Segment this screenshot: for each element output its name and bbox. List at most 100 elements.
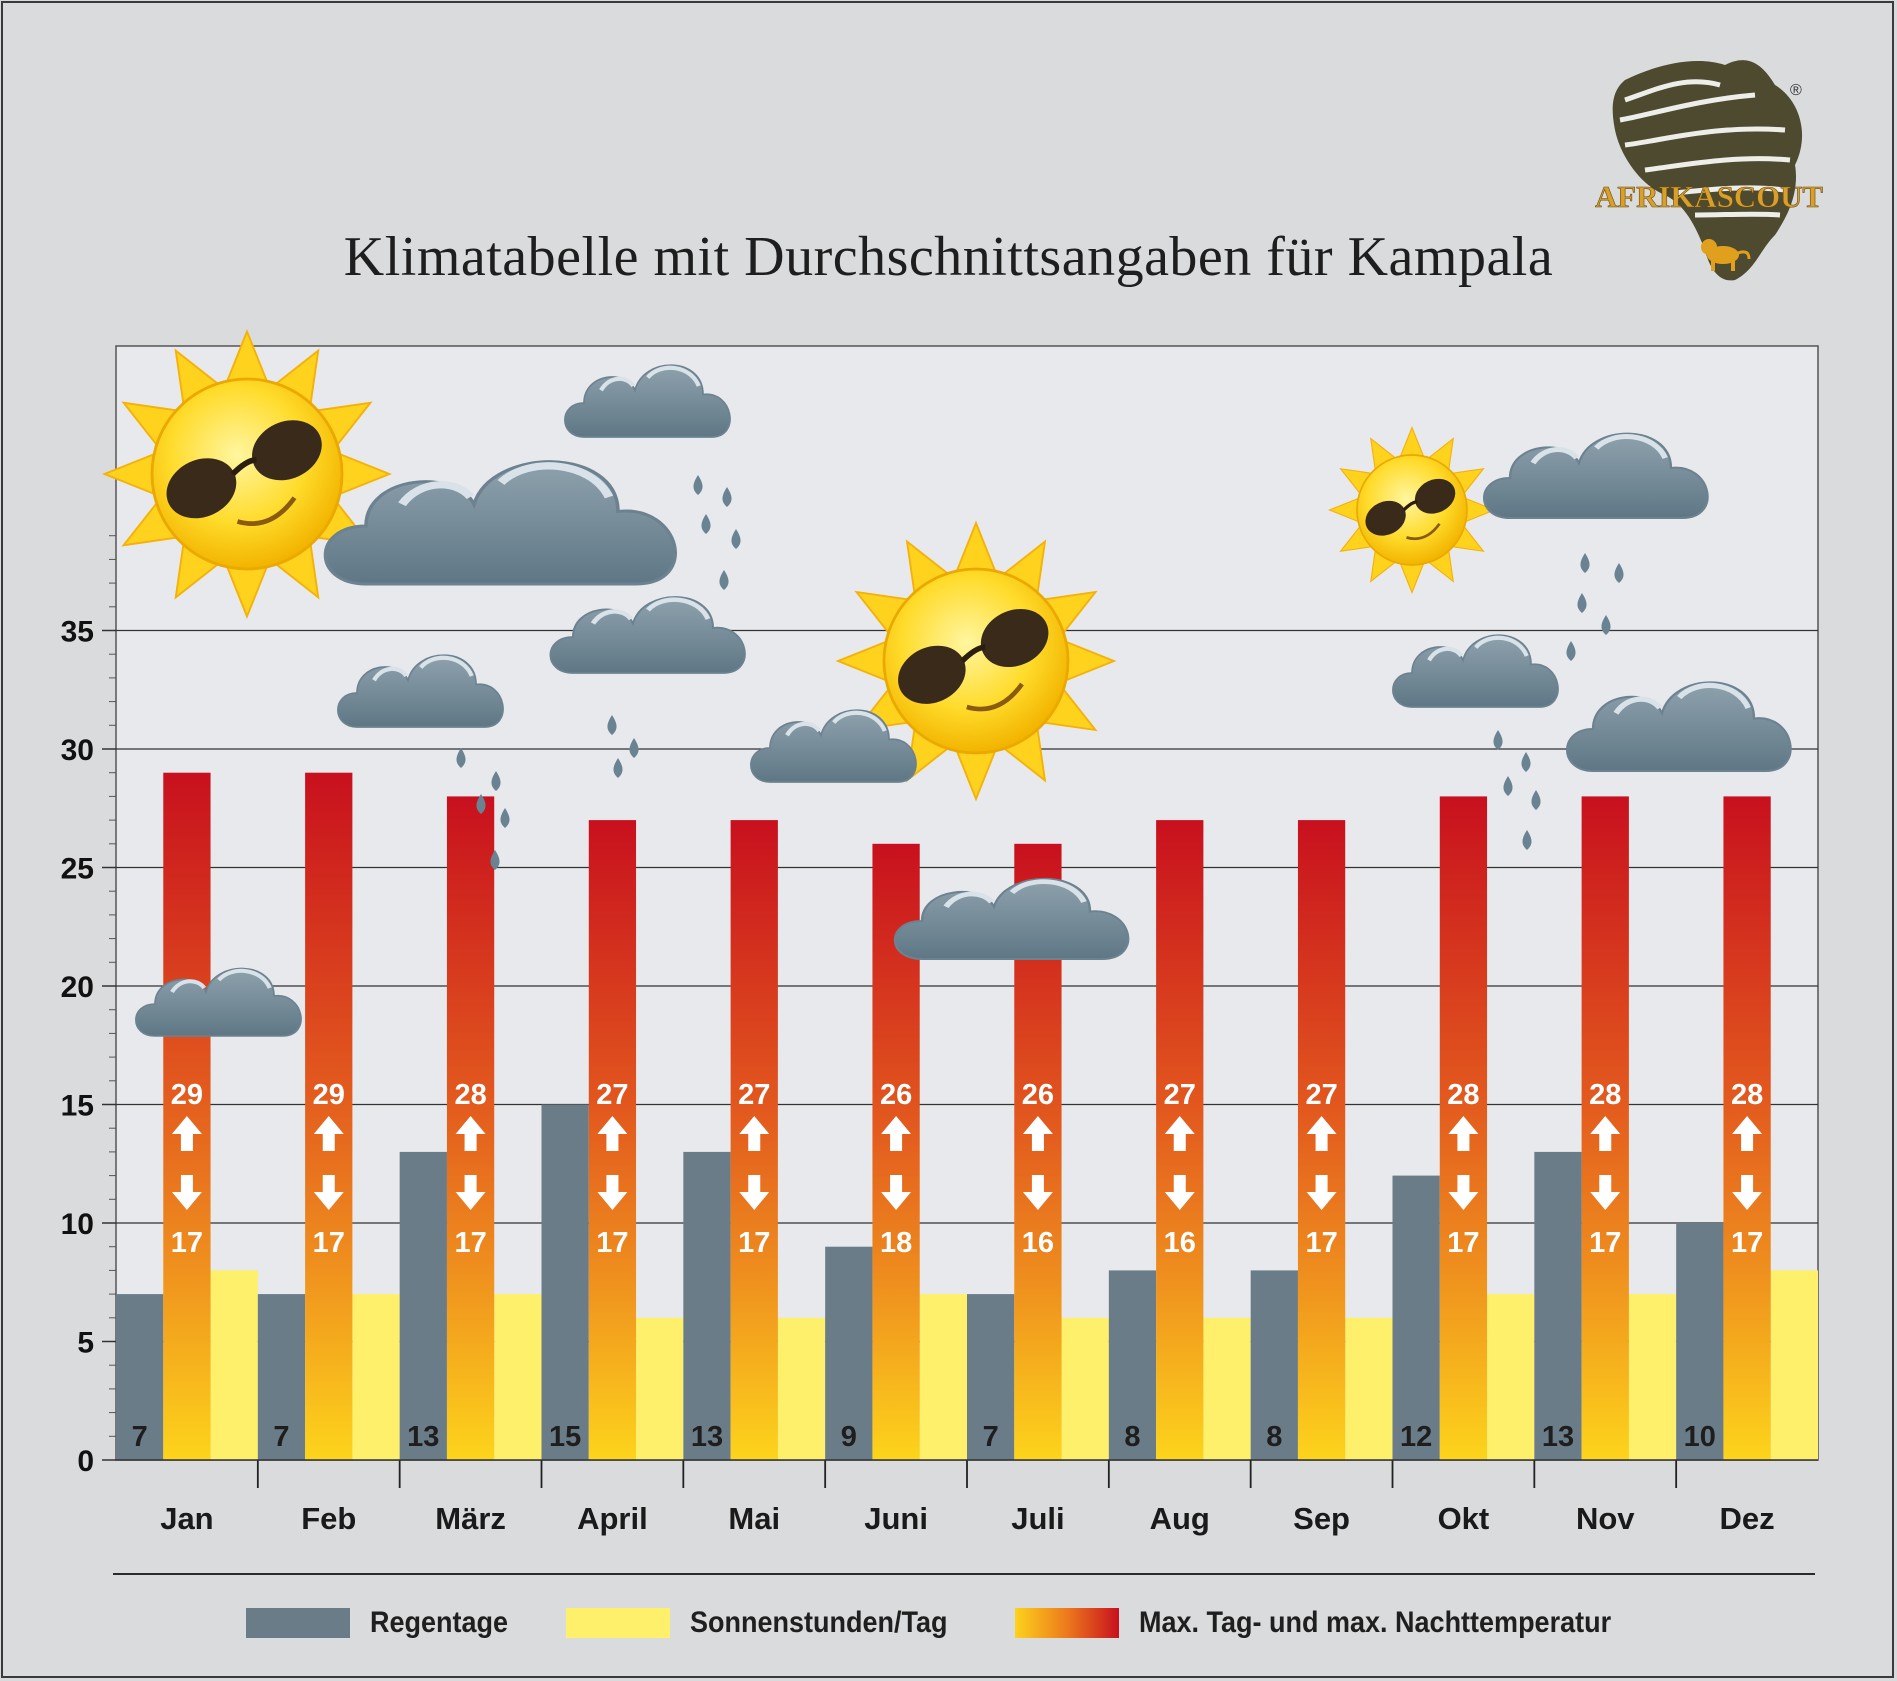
y-axis-minor-ticks [102, 535, 116, 1461]
sun-bar [494, 1294, 542, 1460]
rain-bar [967, 1294, 1015, 1460]
max-temp-label: 26 [880, 1079, 912, 1111]
max-temp-label: 27 [596, 1079, 628, 1111]
lion-icon [1701, 239, 1751, 271]
x-tick-label: Mai [728, 1501, 780, 1536]
rain-bar [1676, 1223, 1724, 1460]
rain-bar [541, 1104, 589, 1460]
sun-bar [1203, 1317, 1251, 1460]
y-tick-label: 20 [61, 971, 94, 1004]
rain-value-label: 7 [273, 1421, 289, 1453]
night-temp-label: 17 [596, 1227, 628, 1259]
x-tick-label: Feb [301, 1501, 356, 1536]
night-temp-label: 17 [1731, 1227, 1763, 1259]
y-tick-label: 35 [61, 616, 94, 649]
y-tick-label: 30 [61, 734, 94, 767]
rain-value-label: 13 [691, 1421, 723, 1453]
night-temp-label: 17 [738, 1227, 770, 1259]
rain-value-label: 7 [983, 1421, 999, 1453]
y-tick-label: 5 [77, 1327, 94, 1360]
night-temp-label: 17 [1305, 1227, 1337, 1259]
legend-swatch-sun [566, 1608, 670, 1638]
rain-bar [683, 1151, 731, 1460]
night-temp-label: 17 [313, 1227, 345, 1259]
max-temp-label: 29 [171, 1079, 203, 1111]
night-temp-label: 16 [1164, 1227, 1196, 1259]
sun-bar [1061, 1317, 1109, 1460]
rain-value-label: 10 [1684, 1421, 1716, 1453]
rain-bar [399, 1151, 447, 1460]
sun-bar [919, 1294, 967, 1460]
max-temp-label: 28 [454, 1079, 486, 1111]
x-tick-label: Juli [1011, 1501, 1064, 1536]
x-axis: Jan Feb März April Mai Juni Juli Aug Sep Okt Nov De… [116, 1459, 1818, 1536]
sun-bar [1345, 1317, 1393, 1460]
sun-bar [210, 1270, 258, 1460]
legend-label: Sonnenstunden/Tag [690, 1606, 948, 1639]
chart-title: Klimatabelle mit Durchschnittsangaben fü… [343, 226, 1554, 288]
max-temp-label: 28 [1589, 1079, 1621, 1111]
max-temp-label: 27 [1164, 1079, 1196, 1111]
sun-bar [636, 1317, 684, 1460]
legend-label: Regentage [370, 1606, 509, 1639]
rain-value-label: 8 [1124, 1421, 1140, 1453]
x-tick-label: Aug [1150, 1501, 1210, 1536]
legend-item-rain: Regentage [246, 1605, 523, 1641]
x-tick-label: Okt [1438, 1501, 1490, 1536]
y-tick-label: 15 [61, 1090, 94, 1123]
rain-value-label: 15 [549, 1421, 581, 1453]
sun-bar [352, 1294, 400, 1460]
y-tick-label: 25 [61, 853, 94, 886]
x-tick-label: Sep [1293, 1501, 1350, 1536]
rain-bar [1534, 1151, 1582, 1460]
sun-bar [1487, 1294, 1535, 1460]
legend-item-temp: Max. Tag- und max. Nachttemperatur [1015, 1605, 1664, 1641]
x-tick-label: März [435, 1501, 506, 1536]
night-temp-label: 17 [1447, 1227, 1479, 1259]
x-tick-label: Jan [160, 1501, 213, 1536]
afrikascout-logo: AFRIKASCOUT ® [1595, 60, 1824, 281]
max-temp-label: 26 [1022, 1079, 1054, 1111]
legend-item-sun: Sonnenstunden/Tag [566, 1605, 976, 1641]
rain-value-label: 7 [132, 1421, 148, 1453]
sun-bar [777, 1317, 826, 1460]
rain-bar [116, 1294, 164, 1460]
rain-value-label: 9 [841, 1421, 857, 1453]
rain-value-label: 8 [1266, 1421, 1282, 1453]
x-tick-label: Dez [1720, 1501, 1775, 1536]
legend-label: Max. Tag- und max. Nachttemperatur [1139, 1606, 1612, 1639]
night-temp-label: 17 [171, 1227, 203, 1259]
legend-divider [113, 1573, 1815, 1575]
rain-value-label: 12 [1400, 1421, 1432, 1453]
max-temp-label: 28 [1447, 1079, 1479, 1111]
max-temp-label: 27 [1305, 1079, 1337, 1111]
y-axis-tick-labels: 0 5 10 15 20 25 30 35 [61, 616, 94, 1479]
sun-bar [1770, 1270, 1818, 1460]
rain-value-label: 13 [407, 1421, 439, 1453]
legend-swatch-temp [1015, 1608, 1119, 1638]
rain-bar [1250, 1270, 1298, 1460]
sun-bar [1628, 1294, 1677, 1460]
bars: 7 29 17 7 29 17 13 28 17 15 27 17 13 27 17 9 26 18 7 26 16 8 2… [116, 772, 1818, 1460]
y-tick-label: 10 [61, 1208, 94, 1241]
rain-bar [1392, 1175, 1440, 1460]
y-tick-label: 0 [77, 1445, 94, 1478]
legend-swatch-rain [246, 1608, 350, 1638]
x-tick-label: Juni [864, 1501, 928, 1536]
max-temp-label: 29 [313, 1079, 345, 1111]
rain-bar [825, 1246, 873, 1460]
night-temp-label: 17 [454, 1227, 486, 1259]
x-tick-label: April [577, 1501, 648, 1536]
night-temp-label: 18 [880, 1227, 912, 1259]
max-temp-label: 27 [738, 1079, 770, 1111]
rain-value-label: 13 [1542, 1421, 1574, 1453]
night-temp-label: 17 [1589, 1227, 1621, 1259]
rain-bar [257, 1294, 306, 1460]
x-tick-label: Nov [1576, 1501, 1635, 1536]
night-temp-label: 16 [1022, 1227, 1054, 1259]
max-temp-label: 28 [1731, 1079, 1763, 1111]
registered-mark: ® [1790, 82, 1802, 99]
logo-text: AFRIKASCOUT [1595, 179, 1823, 214]
rain-bar [1108, 1270, 1157, 1460]
